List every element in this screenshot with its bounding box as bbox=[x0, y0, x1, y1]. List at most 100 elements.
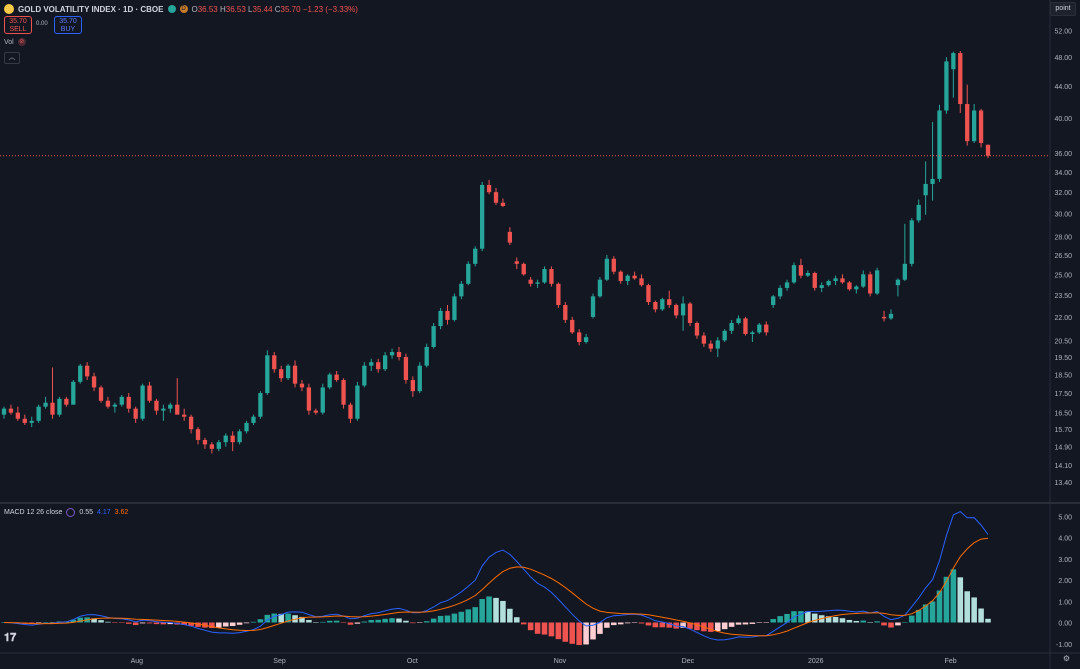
candle bbox=[119, 394, 124, 407]
candle bbox=[334, 370, 339, 382]
macd-hist-bar bbox=[396, 618, 402, 623]
candle-body bbox=[618, 271, 623, 282]
time-tick-label: Sep bbox=[273, 658, 286, 665]
candle-body bbox=[64, 398, 69, 405]
macd-hist-bar bbox=[694, 622, 700, 631]
candle-body bbox=[417, 365, 422, 392]
candle bbox=[667, 290, 672, 308]
macd-hist-bar bbox=[98, 620, 104, 623]
macd-hist-bar bbox=[243, 622, 250, 624]
sell-label: SELL bbox=[9, 26, 27, 33]
macd-hist-bar bbox=[839, 618, 846, 623]
candle bbox=[36, 404, 41, 423]
macd-hist-bar bbox=[326, 620, 333, 623]
candle bbox=[438, 307, 443, 330]
macd-hist-bar bbox=[500, 600, 506, 623]
candle bbox=[514, 257, 519, 270]
time-axis[interactable]: Aug Sep Oct Nov Dec 2026 Feb bbox=[131, 658, 957, 665]
macd-indicator-icon[interactable] bbox=[66, 508, 76, 517]
candle-body bbox=[757, 324, 762, 333]
macd-tick-label: 1.00 bbox=[1058, 599, 1072, 606]
macd-hist-bar bbox=[465, 609, 472, 623]
volume-legend[interactable]: Vol ⊘ bbox=[4, 38, 26, 46]
candle-body bbox=[930, 178, 935, 184]
price-axis[interactable]: 52.00 48.00 44.00 40.00 36.00 34.00 32.00 30.00… bbox=[1054, 29, 1072, 487]
candle bbox=[694, 321, 700, 339]
buy-button[interactable]: 35.70 BUY bbox=[54, 16, 82, 34]
candle bbox=[874, 267, 880, 295]
candle-body bbox=[764, 324, 769, 333]
macd-hist-bar bbox=[534, 622, 541, 634]
macd-hist-bar bbox=[569, 622, 575, 644]
tradingview-logo-icon[interactable]: 𝟏𝟕 bbox=[4, 632, 17, 644]
candle bbox=[459, 281, 464, 300]
macd-hist-bar bbox=[188, 622, 194, 626]
candle-body bbox=[639, 278, 644, 286]
candle-body bbox=[85, 365, 90, 377]
macd-tick-label: 2.00 bbox=[1058, 578, 1072, 585]
candle-body bbox=[327, 374, 332, 388]
candle bbox=[43, 396, 48, 409]
candle-body bbox=[771, 296, 776, 305]
candle-body bbox=[258, 393, 263, 417]
candle bbox=[147, 381, 152, 403]
macd-hist-bar bbox=[514, 617, 520, 623]
macd-axis[interactable]: 5.00 4.00 3.00 2.00 1.00 0.00 -1.00 bbox=[1056, 514, 1072, 649]
macd-hist-bar bbox=[368, 620, 375, 623]
candle bbox=[944, 57, 949, 114]
candle-body bbox=[71, 381, 76, 405]
macd-hist-bar bbox=[985, 618, 991, 623]
candle bbox=[182, 408, 187, 421]
candle bbox=[868, 271, 873, 297]
candle bbox=[854, 285, 859, 294]
candle-body bbox=[625, 275, 630, 282]
macd-hist-bar bbox=[167, 622, 174, 625]
candle bbox=[376, 358, 381, 373]
candle bbox=[826, 279, 831, 287]
macd-hist-bar bbox=[611, 622, 617, 626]
price-tick-label: 13.40 bbox=[1054, 480, 1072, 487]
price-tick-label: 15.70 bbox=[1054, 427, 1072, 434]
candle-body bbox=[188, 416, 194, 430]
macd-legend[interactable]: MACD 12 26 close 0.55 4.17 3.62 bbox=[4, 508, 128, 517]
macd-hist-bar bbox=[583, 622, 589, 645]
macd-hist-bar bbox=[811, 613, 818, 623]
candle bbox=[230, 431, 235, 452]
chevron-up-icon[interactable]: ︿ bbox=[4, 52, 20, 64]
time-tick-label: 2026 bbox=[808, 658, 824, 665]
candle bbox=[313, 408, 318, 415]
hidden-eye-icon[interactable]: ⊘ bbox=[17, 38, 26, 46]
macd-hist-bar bbox=[728, 622, 735, 627]
macd-hist-bar bbox=[285, 613, 291, 623]
candle-body bbox=[660, 299, 665, 310]
macd-hist-bar bbox=[160, 622, 167, 625]
macd-histogram bbox=[1, 569, 991, 646]
candle-body bbox=[590, 296, 596, 317]
macd-hist-bar bbox=[624, 622, 631, 624]
data-delay-icon[interactable]: D bbox=[179, 5, 188, 13]
macd-hist-bar bbox=[319, 621, 326, 623]
candle-body bbox=[874, 270, 880, 294]
macd-hist-bar bbox=[687, 622, 693, 629]
macd-tick-label: 3.00 bbox=[1058, 557, 1072, 564]
candle bbox=[410, 376, 415, 397]
candle bbox=[168, 402, 173, 413]
candle bbox=[847, 281, 852, 291]
settings-gear-icon[interactable]: ⚙ bbox=[1062, 654, 1070, 663]
symbol-title[interactable]: GOLD VOLATILITY INDEX · 1D · CBOE bbox=[18, 4, 164, 14]
candle-body bbox=[847, 282, 852, 290]
candle bbox=[140, 383, 145, 421]
candle-body bbox=[611, 258, 616, 272]
macd-hist-bar bbox=[735, 622, 742, 625]
price-scale-mode[interactable]: point bbox=[1050, 2, 1076, 16]
price-tick-label: 14.90 bbox=[1054, 445, 1072, 452]
sell-button[interactable]: 35.70 SELL bbox=[4, 16, 32, 34]
market-open-icon[interactable] bbox=[167, 5, 176, 13]
price-tick-label: 40.00 bbox=[1054, 116, 1072, 123]
macd-hist-bar bbox=[846, 619, 853, 623]
price-tick-label: 30.00 bbox=[1054, 212, 1072, 219]
candle-body bbox=[320, 387, 325, 413]
candle bbox=[556, 282, 561, 308]
candle bbox=[743, 316, 748, 336]
